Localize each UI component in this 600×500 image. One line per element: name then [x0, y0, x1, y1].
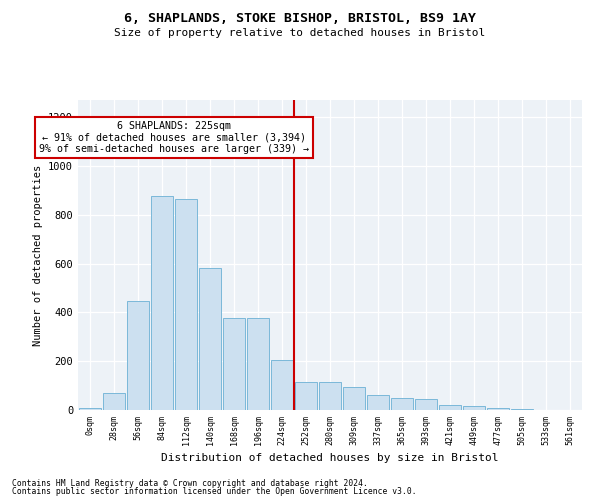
Bar [439, 405, 461, 410]
Bar [391, 398, 413, 410]
Bar [511, 409, 533, 410]
Text: 6, SHAPLANDS, STOKE BISHOP, BRISTOL, BS9 1AY: 6, SHAPLANDS, STOKE BISHOP, BRISTOL, BS9… [124, 12, 476, 26]
Bar [343, 387, 365, 410]
Bar [247, 318, 269, 410]
Bar [271, 360, 293, 410]
Bar [415, 399, 437, 410]
Bar [295, 382, 317, 410]
Bar [127, 302, 149, 410]
Text: Contains public sector information licensed under the Open Government Licence v3: Contains public sector information licen… [12, 487, 416, 496]
Text: Contains HM Land Registry data © Crown copyright and database right 2024.: Contains HM Land Registry data © Crown c… [12, 478, 368, 488]
Y-axis label: Number of detached properties: Number of detached properties [32, 164, 43, 346]
Bar [199, 268, 221, 410]
Text: 6 SHAPLANDS: 225sqm
← 91% of detached houses are smaller (3,394)
9% of semi-deta: 6 SHAPLANDS: 225sqm ← 91% of detached ho… [39, 120, 309, 154]
Bar [487, 408, 509, 410]
Bar [463, 406, 485, 410]
Bar [223, 318, 245, 410]
Bar [103, 393, 125, 410]
Bar [319, 382, 341, 410]
Bar [367, 396, 389, 410]
Bar [151, 196, 173, 410]
Bar [175, 199, 197, 410]
Text: Size of property relative to detached houses in Bristol: Size of property relative to detached ho… [115, 28, 485, 38]
X-axis label: Distribution of detached houses by size in Bristol: Distribution of detached houses by size … [161, 453, 499, 463]
Bar [79, 408, 101, 410]
